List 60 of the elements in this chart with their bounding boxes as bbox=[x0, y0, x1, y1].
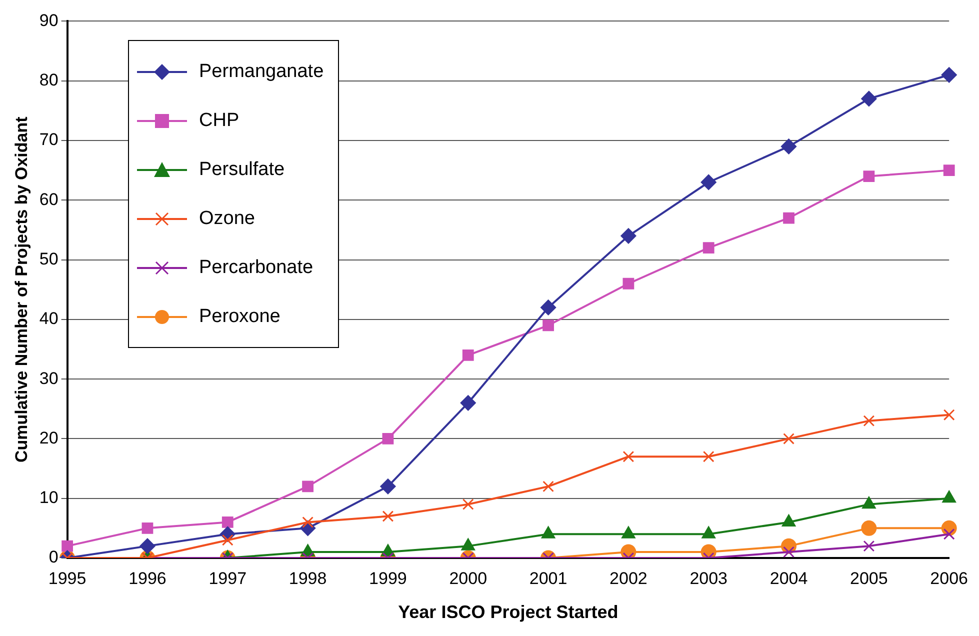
point bbox=[862, 496, 876, 509]
y-tick-label: 70 bbox=[39, 130, 58, 150]
x-tick-label: 1997 bbox=[208, 568, 247, 588]
y-tick-label: 90 bbox=[39, 10, 58, 30]
point bbox=[620, 228, 636, 244]
point bbox=[382, 433, 394, 444]
point bbox=[943, 164, 955, 176]
legend-label: Ozone bbox=[199, 208, 255, 230]
x-tick-label: 2005 bbox=[850, 568, 888, 588]
point bbox=[302, 516, 314, 528]
point bbox=[783, 433, 794, 444]
point bbox=[783, 212, 794, 224]
x-tick-label: 2001 bbox=[529, 568, 568, 588]
legend-label: Persulfate bbox=[199, 158, 285, 180]
point bbox=[941, 67, 957, 83]
x-axis-title: Year ISCO Project Started bbox=[398, 602, 618, 622]
y-tick-label: 50 bbox=[39, 249, 58, 268]
point bbox=[702, 450, 714, 462]
legend-label: Permanganate bbox=[199, 60, 324, 82]
point bbox=[863, 415, 875, 427]
y-tick-label: 80 bbox=[39, 70, 58, 90]
x-tick-label: 2003 bbox=[690, 568, 728, 588]
x-tick-label: 2000 bbox=[449, 568, 488, 588]
point bbox=[542, 480, 554, 492]
x-tick-label: 2004 bbox=[770, 568, 808, 588]
legend-label: Peroxone bbox=[199, 306, 280, 328]
x-tick-label: 1999 bbox=[369, 568, 407, 588]
point bbox=[382, 510, 394, 522]
point bbox=[622, 450, 634, 462]
y-tick-label: 30 bbox=[39, 368, 58, 388]
y-tick-label: 60 bbox=[39, 190, 58, 209]
point bbox=[460, 395, 476, 411]
point bbox=[222, 516, 234, 528]
point bbox=[782, 514, 796, 526]
x-tick-label: 1998 bbox=[288, 568, 327, 588]
legend-label: CHP bbox=[199, 110, 240, 132]
point bbox=[781, 138, 797, 154]
point bbox=[380, 478, 396, 494]
point bbox=[542, 320, 554, 332]
y-tick-label: 20 bbox=[39, 428, 58, 448]
point bbox=[861, 90, 877, 106]
legend-label: Percarbonate bbox=[199, 256, 314, 278]
x-tick-label: 2006 bbox=[930, 568, 968, 588]
point bbox=[863, 170, 875, 182]
point bbox=[700, 174, 716, 190]
point bbox=[462, 350, 474, 361]
x-tick-label: 1995 bbox=[48, 568, 86, 588]
y-tick-label: 40 bbox=[39, 309, 58, 328]
y-tick-label: 10 bbox=[39, 488, 58, 508]
x-tick-label: 1996 bbox=[128, 568, 166, 588]
point bbox=[622, 278, 634, 290]
point bbox=[942, 490, 956, 503]
x-tick-label: 2002 bbox=[610, 568, 648, 588]
y-tick-label: 0 bbox=[48, 548, 58, 567]
point bbox=[462, 498, 474, 510]
point bbox=[302, 480, 314, 492]
point bbox=[540, 300, 556, 316]
y-axis-title: Cumulative Number of Projects by Oxidant bbox=[12, 116, 31, 462]
point bbox=[702, 242, 714, 254]
point bbox=[943, 409, 955, 421]
